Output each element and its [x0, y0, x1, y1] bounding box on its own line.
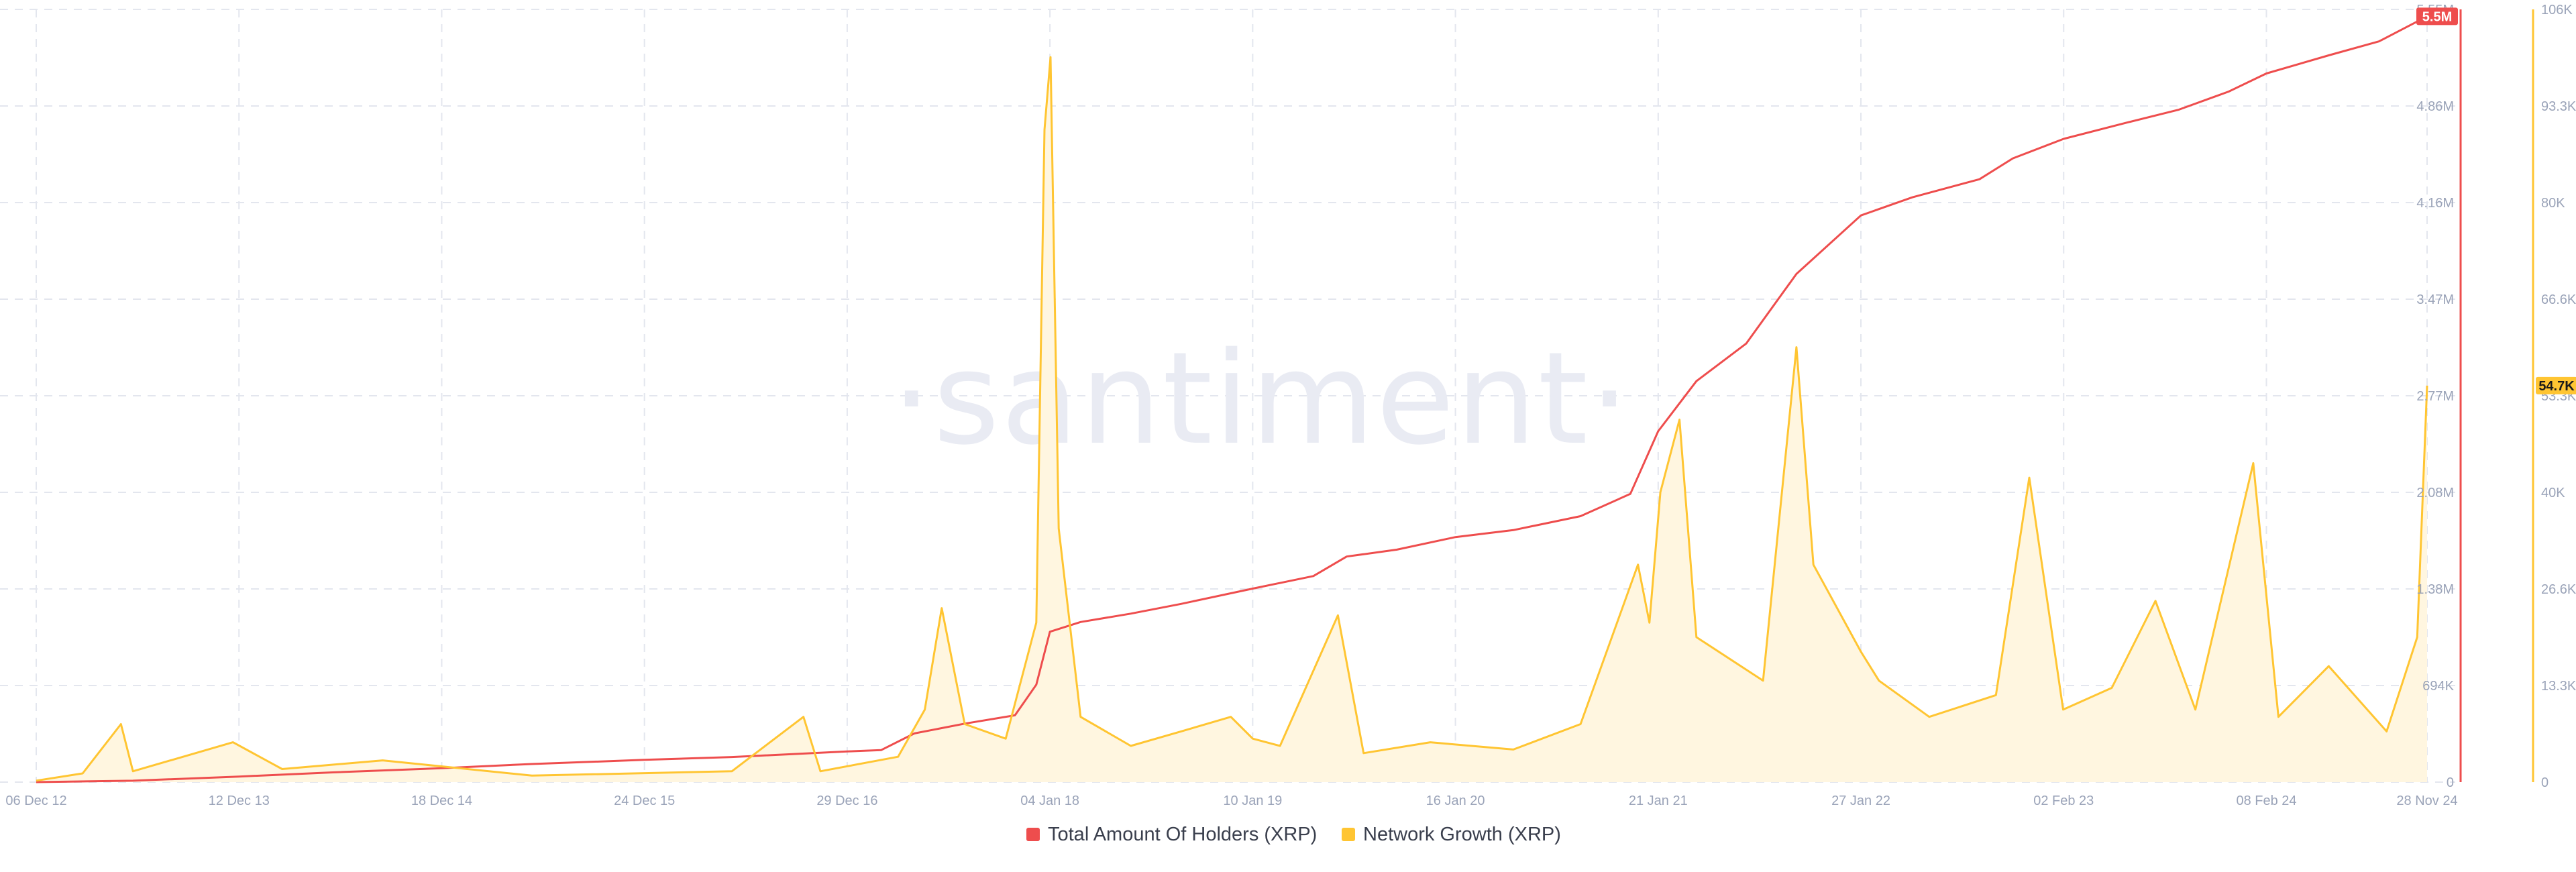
left-axis-tick-label: 0	[2447, 775, 2454, 790]
x-axis-tick-label: 24 Dec 15	[614, 794, 675, 808]
badge-background	[2416, 7, 2458, 25]
x-axis-tick-label: 18 Dec 14	[411, 794, 472, 808]
x-axis-tick-label: 08 Feb 24	[2236, 794, 2296, 808]
legend-label-holders: Total Amount Of Holders (XRP)	[1048, 824, 1317, 845]
area-layer	[36, 57, 2427, 782]
x-axis-tick-label: 28 Nov 24	[2396, 794, 2457, 808]
right-axis-tick-label: 40K	[2541, 486, 2565, 500]
x-axis-tick-label: 27 Jan 22	[1831, 794, 1890, 808]
right-axis-tick-label: 106K	[2541, 3, 2573, 17]
right-axis-tick-label: 93.3K	[2541, 99, 2576, 114]
value-badges: 5.5M 54.7K	[2416, 7, 2576, 394]
x-axis-tick-label: 29 Dec 16	[816, 794, 877, 808]
left-axis-tick-label: 1.38M	[2416, 582, 2454, 597]
left-axis-tick-label: 4.86M	[2416, 99, 2454, 114]
x-axis-tick-label: 21 Jan 21	[1629, 794, 1688, 808]
right-axis-tick-label: 80K	[2541, 196, 2565, 211]
left-axis-tick-label: 2.08M	[2416, 486, 2454, 500]
x-axis-tick-label: 10 Jan 19	[1223, 794, 1282, 808]
network-growth-area	[36, 57, 2427, 782]
left-axis-tick-label: 2.77M	[2416, 389, 2454, 404]
badge-value-text: 5.5M	[2422, 9, 2452, 24]
growth-value-badge: 54.7K	[2536, 376, 2576, 394]
right-axis-tick-label: 66.6K	[2541, 292, 2576, 307]
line-layer	[36, 15, 2428, 783]
badge-background	[2536, 376, 2576, 394]
x-axis-tick-label: 16 Jan 20	[1426, 794, 1485, 808]
x-axis-tick-label: 04 Jan 18	[1020, 794, 1079, 808]
network-growth-line	[36, 56, 2428, 782]
left-axis-tick-label: 4.16M	[2416, 196, 2454, 211]
watermark-text: ·santiment·	[892, 325, 1631, 473]
right-axis-tick-label: 13.3K	[2541, 679, 2576, 694]
grid-lines	[0, 9, 2455, 783]
badge-value-text: 54.7K	[2538, 379, 2575, 394]
holders-value-badge: 5.5M	[2416, 7, 2458, 25]
x-axis-tick-label: 06 Dec 12	[5, 794, 66, 808]
right-axis-tick-label: 0	[2541, 775, 2548, 790]
legend: Total Amount Of Holders (XRP) Network Gro…	[1026, 824, 1561, 845]
legend-label-growth: Network Growth (XRP)	[1363, 824, 1561, 845]
left-axis-tick-label: 694K	[2422, 679, 2454, 694]
left-axis-tick-label: 3.47M	[2416, 292, 2454, 307]
x-axis-tick-label: 02 Feb 23	[2033, 794, 2094, 808]
x-axis-tick-label: 12 Dec 13	[209, 794, 270, 808]
x-axis-ticks: 06 Dec 12 12 Dec 13 18 Dec 14 24 Dec 15 29 D…	[5, 794, 2457, 808]
holders-line	[36, 15, 2428, 783]
legend-swatch-holders	[1026, 828, 1040, 841]
legend-swatch-growth	[1342, 828, 1355, 841]
right-axis-tick-label: 26.6K	[2541, 582, 2576, 597]
